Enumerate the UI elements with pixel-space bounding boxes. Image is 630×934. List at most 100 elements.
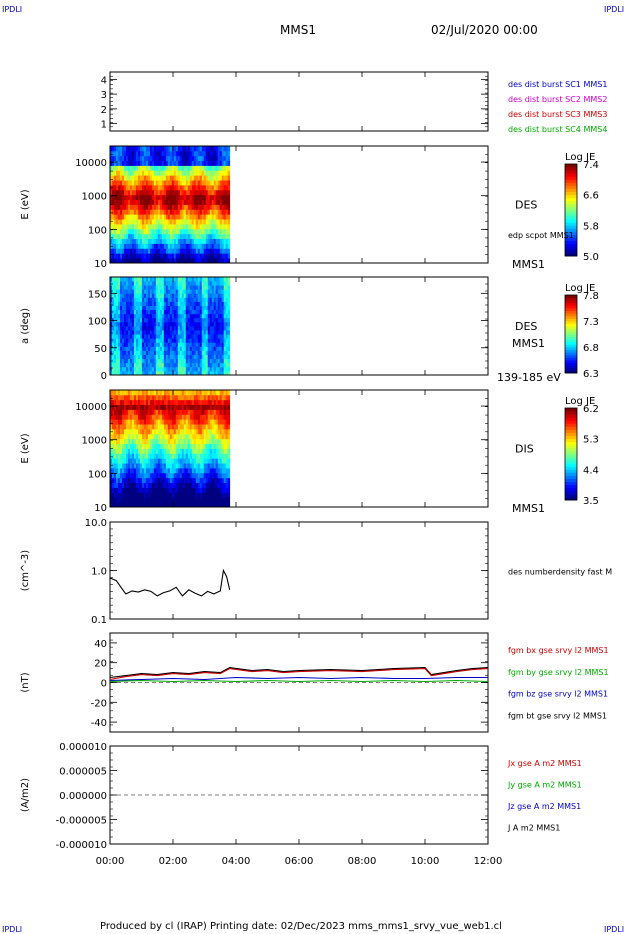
heatmap-cell	[127, 477, 131, 484]
heatmap-cell	[223, 438, 227, 445]
heatmap-cell	[209, 399, 213, 406]
heatmap-cell	[171, 394, 175, 401]
heatmap-cell	[187, 258, 191, 264]
heatmap-cell	[167, 342, 171, 347]
heatmap-cell	[213, 258, 217, 264]
heatmap-cell	[199, 390, 203, 396]
heatmap-cell	[163, 424, 167, 430]
heatmap-cell	[123, 477, 127, 484]
heatmap-cell	[112, 334, 115, 339]
heatmap-cell	[199, 492, 203, 498]
heatmap-cell	[167, 404, 171, 410]
heatmap-cell	[153, 482, 157, 488]
heatmap-cell	[185, 404, 189, 410]
heatmap-cell	[127, 165, 131, 171]
heatmap-cell	[161, 194, 165, 201]
heatmap-cell	[213, 180, 217, 186]
heatmap-cell	[169, 309, 173, 315]
heatmap-cell	[225, 146, 229, 152]
heatmap-cell	[179, 468, 183, 474]
heatmap-cell	[201, 180, 205, 186]
heatmap-cell	[187, 414, 191, 420]
heatmap-cell	[110, 346, 113, 351]
heatmap-cell	[131, 409, 135, 415]
heatmap-cell	[139, 233, 143, 240]
heatmap-cell	[209, 258, 213, 264]
heatmap-cell	[139, 253, 143, 259]
heatmap-cell	[155, 453, 159, 459]
heatmap-cell	[121, 472, 125, 479]
heatmap-cell	[141, 209, 145, 215]
heatmap-cell	[151, 185, 155, 191]
heatmap-cell	[215, 502, 219, 508]
heatmap-cell	[219, 346, 223, 351]
heatmap-cell	[209, 297, 213, 302]
heatmap-cell	[110, 326, 113, 331]
heatmap-cell	[113, 370, 117, 376]
heatmap-cell	[213, 409, 217, 415]
heatmap-cell	[137, 342, 141, 347]
heatmap-cell	[227, 305, 231, 311]
heatmap-cell	[199, 204, 203, 210]
heatmap-cell	[207, 394, 211, 401]
heatmap-cell	[223, 219, 227, 225]
heatmap-cell	[121, 281, 125, 286]
heatmap-cell	[115, 362, 119, 368]
heatmap-cell	[117, 165, 121, 171]
heatmap-cell	[191, 358, 195, 364]
heatmap-cell	[187, 253, 191, 259]
heatmap-cell	[205, 346, 209, 351]
heatmap-cell	[211, 219, 215, 225]
heatmap-cell	[191, 338, 195, 343]
heatmap-cell	[177, 317, 181, 323]
heatmap-cell	[117, 189, 121, 196]
heatmap-cell	[137, 170, 141, 176]
panel-instrument-label: DES	[515, 320, 537, 333]
heatmap-cell	[225, 399, 229, 406]
heatmap-cell	[187, 326, 191, 331]
heatmap-cell	[205, 253, 209, 259]
heatmap-cell	[179, 209, 183, 215]
heatmap-cell	[227, 297, 231, 302]
heatmap-cell	[207, 487, 211, 493]
heatmap-cell	[115, 366, 119, 372]
heatmap-cell	[221, 189, 225, 196]
heatmap-cell	[129, 433, 133, 440]
heatmap-cell	[117, 338, 121, 343]
heatmap-cell	[221, 305, 225, 311]
heatmap-cell	[173, 277, 177, 282]
legend-entry: des dist burst SC1 MMS1	[508, 80, 607, 89]
heatmap-cell	[169, 497, 173, 503]
heatmap-cell	[215, 285, 219, 290]
heatmap-cell	[137, 305, 141, 311]
heatmap-cell	[197, 189, 201, 196]
heatmap-cell	[149, 289, 153, 294]
heatmap-cell	[113, 399, 117, 406]
heatmap-cell	[115, 155, 119, 162]
heatmap-cell	[127, 258, 131, 264]
heatmap-cell	[213, 214, 217, 220]
heatmap-cell	[127, 228, 131, 235]
heatmap-cell	[137, 248, 141, 254]
heatmap-cell	[167, 390, 171, 396]
heatmap-cell	[211, 429, 215, 435]
heatmap-cell	[113, 429, 117, 435]
heatmap-cell	[219, 204, 223, 210]
heatmap-cell	[185, 258, 189, 264]
heatmap-cell	[203, 358, 207, 364]
heatmap-cell	[179, 194, 183, 201]
heatmap-cell	[125, 366, 129, 372]
heatmap-cell	[207, 224, 211, 230]
heatmap-cell	[147, 209, 151, 215]
heatmap-cell	[207, 463, 211, 469]
heatmap-cell	[223, 185, 227, 191]
heatmap-cell	[175, 438, 179, 445]
heatmap-cell	[153, 409, 157, 415]
heatmap-cell	[203, 433, 207, 440]
heatmap-cell	[177, 487, 181, 493]
heatmap-cell	[207, 453, 211, 459]
heatmap-cell	[199, 285, 203, 290]
heatmap-cell	[199, 293, 203, 298]
heatmap-cell	[163, 185, 167, 191]
heatmap-cell	[165, 175, 169, 181]
